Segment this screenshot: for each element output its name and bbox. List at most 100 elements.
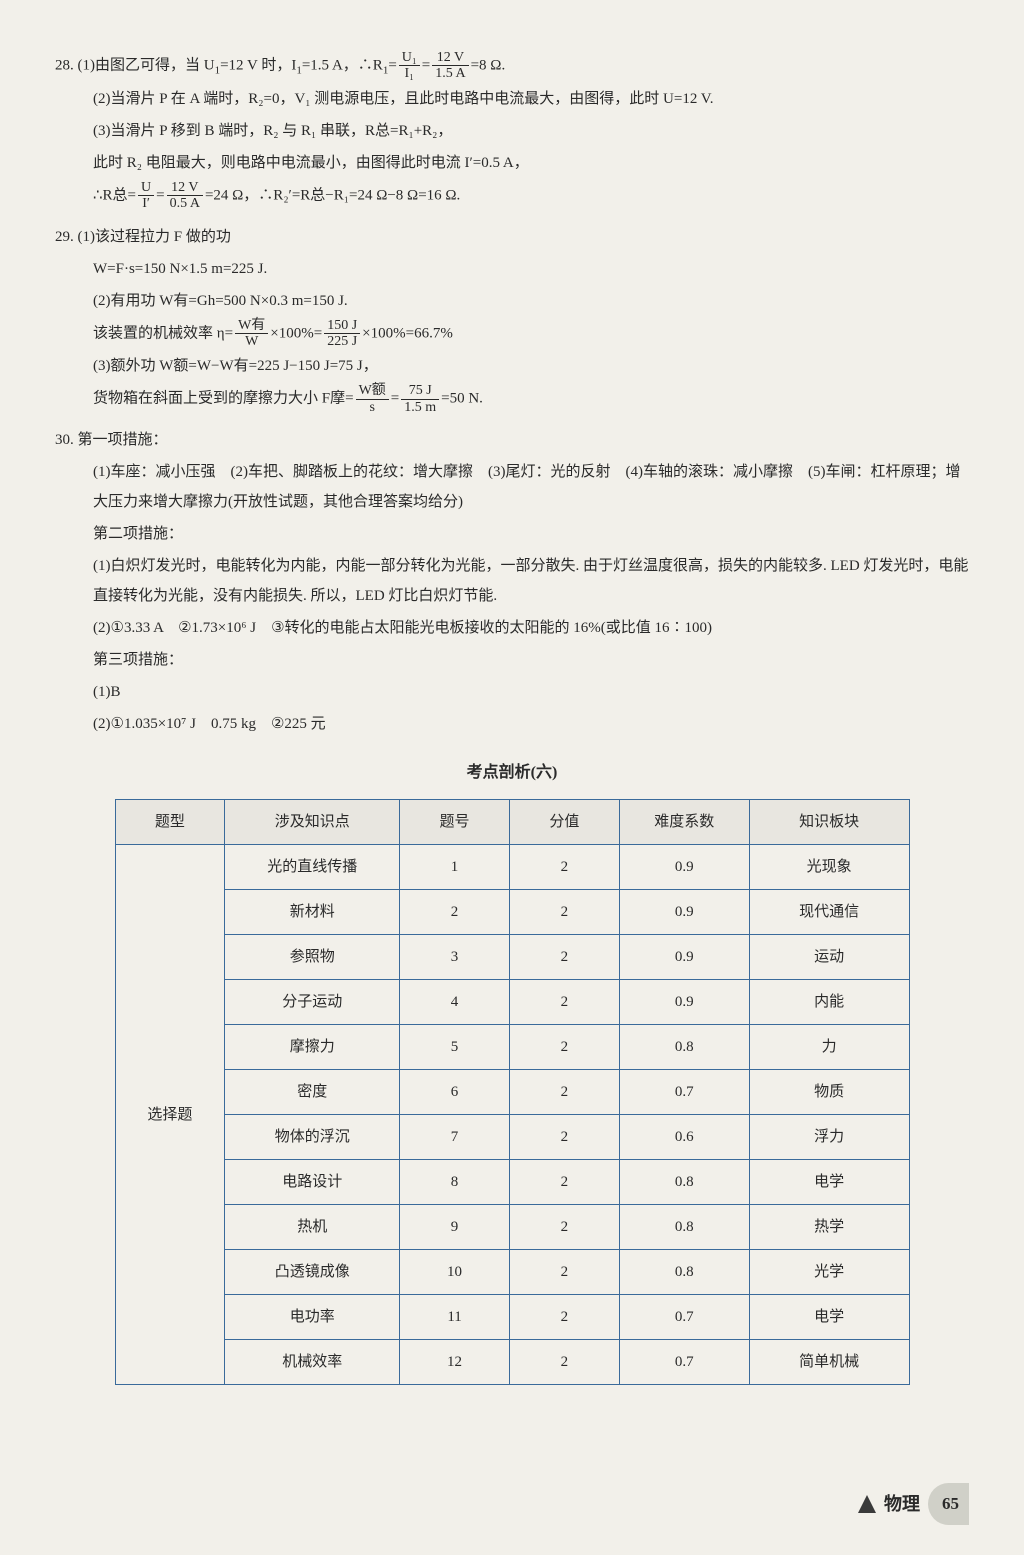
table-cell: 电路设计 [225, 1160, 400, 1205]
table-cell: 0.9 [619, 845, 749, 890]
q28-line1: 28. (1)由图乙可得，当 U1=12 V 时，I1=1.5 A，∴R1=U₁… [55, 50, 969, 82]
table-cell: 2 [509, 1115, 619, 1160]
text: = [388, 57, 396, 73]
table-row: 密度620.7物质 [115, 1070, 909, 1115]
table-row: 热机920.8热学 [115, 1205, 909, 1250]
table-cell: 光的直线传播 [225, 845, 400, 890]
footer-subject: 物理 [884, 1486, 920, 1522]
q30-line2: (1)车座：减小压强 (2)车把、脚踏板上的花纹：增大摩擦 (3)尾灯：光的反射… [55, 457, 969, 517]
table-row: 电功率1120.7电学 [115, 1295, 909, 1340]
q29-line3: (2)有用功 W有=Gh=500 N×0.3 m=150 J. [55, 286, 969, 316]
text: =24 Ω，∴R₂′=R总−R₁=24 Ω−8 Ω=16 Ω. [205, 187, 460, 203]
table-cell: 0.6 [619, 1115, 749, 1160]
table-cell: 0.8 [619, 1160, 749, 1205]
table-cell: 简单机械 [749, 1340, 909, 1385]
table-row: 选择题光的直线传播120.9光现象 [115, 845, 909, 890]
th: 难度系数 [619, 800, 749, 845]
table-cell: 9 [400, 1205, 510, 1250]
table-cell: 摩擦力 [225, 1025, 400, 1070]
table-cell: 物质 [749, 1070, 909, 1115]
table-row: 凸透镜成像1020.8光学 [115, 1250, 909, 1295]
table-title: 考点剖析(六) [55, 757, 969, 789]
table-cell: 电学 [749, 1160, 909, 1205]
table-cell: 浮力 [749, 1115, 909, 1160]
table-cell: 0.9 [619, 890, 749, 935]
q30-line3: 第二项措施： [55, 519, 969, 549]
text: = [156, 187, 164, 203]
text: ∴R总= [93, 187, 136, 203]
text: =8 Ω. [471, 57, 506, 73]
th: 题型 [115, 800, 225, 845]
table-cell: 3 [400, 935, 510, 980]
table-cell: 物体的浮沉 [225, 1115, 400, 1160]
table-row: 电路设计820.8电学 [115, 1160, 909, 1205]
table-cell: 0.7 [619, 1070, 749, 1115]
table-cell: 分子运动 [225, 980, 400, 1025]
table-cell: 2 [509, 1295, 619, 1340]
table-cell: 0.8 [619, 1025, 749, 1070]
table-cell: 热机 [225, 1205, 400, 1250]
table-cell: 0.9 [619, 935, 749, 980]
table-cell: 10 [400, 1250, 510, 1295]
table-cell: 2 [400, 890, 510, 935]
table-cell: 参照物 [225, 935, 400, 980]
table-cell: 现代通信 [749, 890, 909, 935]
text: =12 V 时，I [220, 57, 296, 73]
table-cell: 8 [400, 1160, 510, 1205]
table-row: 摩擦力520.8力 [115, 1025, 909, 1070]
table-cell: 12 [400, 1340, 510, 1385]
table-cell: 4 [400, 980, 510, 1025]
table-cell: 2 [509, 1250, 619, 1295]
q29-line6: 货物箱在斜面上受到的摩擦力大小 F摩=W额s=75 J1.5 m=50 N. [55, 383, 969, 415]
table-cell: 凸透镜成像 [225, 1250, 400, 1295]
question-30: 30. 第一项措施： (1)车座：减小压强 (2)车把、脚踏板上的花纹：增大摩擦… [55, 425, 969, 739]
table-cell: 0.8 [619, 1205, 749, 1250]
table-cell: 2 [509, 845, 619, 890]
table-cell: 0.8 [619, 1250, 749, 1295]
table-cell: 新材料 [225, 890, 400, 935]
triangle-icon [858, 1495, 876, 1513]
table-cell: 力 [749, 1025, 909, 1070]
table-cell: 密度 [225, 1070, 400, 1115]
question-28: 28. (1)由图乙可得，当 U1=12 V 时，I1=1.5 A，∴R1=U₁… [55, 50, 969, 212]
text: =1.5 A，∴R [302, 57, 383, 73]
text: =50 N. [441, 391, 483, 407]
q29-line2: W=F·s=150 N×1.5 m=225 J. [55, 254, 969, 284]
table-cell: 电功率 [225, 1295, 400, 1340]
text: = [391, 391, 399, 407]
table-cell: 2 [509, 935, 619, 980]
q28-line5: ∴R总=UI′=12 V0.5 A=24 Ω，∴R₂′=R总−R₁=24 Ω−8… [55, 180, 969, 212]
q29-line5: (3)额外功 W额=W−W有=225 J−150 J=75 J， [55, 351, 969, 381]
table-cell: 机械效率 [225, 1340, 400, 1385]
table-cell: 11 [400, 1295, 510, 1340]
table-cell: 2 [509, 1160, 619, 1205]
page-number: 65 [928, 1483, 969, 1525]
question-29: 29. (1)该过程拉力 F 做的功 W=F·s=150 N×1.5 m=225… [55, 222, 969, 416]
th: 题号 [400, 800, 510, 845]
table-cell: 光学 [749, 1250, 909, 1295]
table-cell: 2 [509, 1205, 619, 1250]
text: ×100%= [270, 325, 322, 341]
table-cell: 1 [400, 845, 510, 890]
table-cell: 光现象 [749, 845, 909, 890]
table-row: 新材料220.9现代通信 [115, 890, 909, 935]
table-cell: 2 [509, 1025, 619, 1070]
table-cell: 0.7 [619, 1295, 749, 1340]
table-row: 机械效率1220.7简单机械 [115, 1340, 909, 1385]
table-cell: 2 [509, 980, 619, 1025]
q30-line7: (1)B [55, 677, 969, 707]
table-header-row: 题型 涉及知识点 题号 分值 难度系数 知识板块 [115, 800, 909, 845]
q30-line1: 30. 第一项措施： [55, 425, 969, 455]
q30-line4: (1)白炽灯发光时，电能转化为内能，内能一部分转化为光能，一部分散失. 由于灯丝… [55, 551, 969, 611]
q30-line6: 第三项措施： [55, 645, 969, 675]
table-cell: 2 [509, 890, 619, 935]
table-cell: 运动 [749, 935, 909, 980]
table-cell: 热学 [749, 1205, 909, 1250]
table-cell: 0.7 [619, 1340, 749, 1385]
table-row: 物体的浮沉720.6浮力 [115, 1115, 909, 1160]
table-cell: 电学 [749, 1295, 909, 1340]
table-row: 参照物320.9运动 [115, 935, 909, 980]
th: 涉及知识点 [225, 800, 400, 845]
table-cell: 2 [509, 1070, 619, 1115]
text: ×100%=66.7% [362, 325, 453, 341]
